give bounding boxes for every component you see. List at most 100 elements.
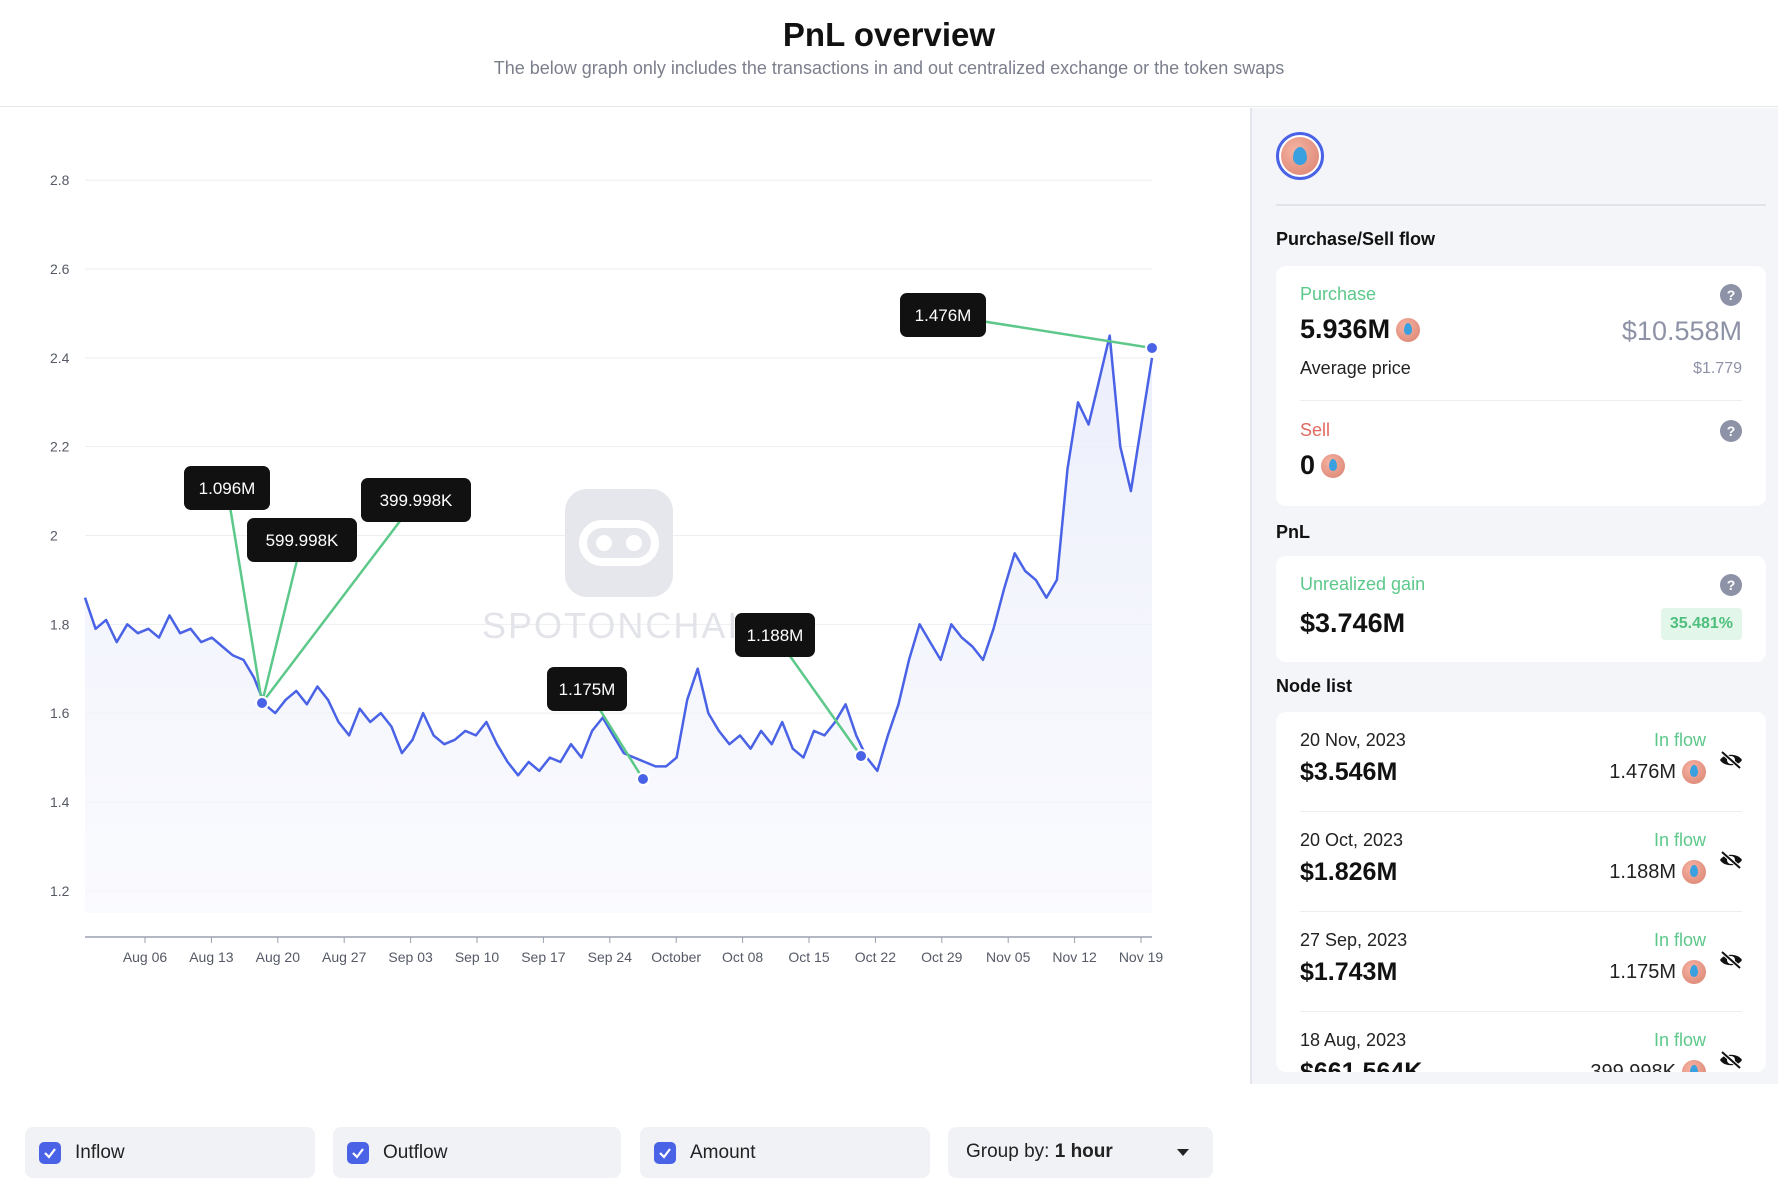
watermark-logo: SPOTONCHAIN: [482, 489, 765, 646]
x-tick-label: Aug 27: [322, 949, 367, 965]
pnl-card: Unrealized gain ? $3.746M 35.481%: [1276, 556, 1766, 662]
x-tick-label: Aug 13: [189, 949, 234, 965]
legend-inflow[interactable]: Inflow: [25, 1127, 315, 1178]
node-list-item[interactable]: 20 Oct, 2023 $1.826M In flow 1.188M: [1276, 812, 1766, 912]
legend-amount[interactable]: Amount: [640, 1127, 930, 1178]
annotation-connector: [225, 487, 264, 704]
eye-off-icon[interactable]: [1718, 1050, 1744, 1070]
help-icon[interactable]: ?: [1720, 420, 1742, 442]
inflow-checkbox[interactable]: [39, 1141, 61, 1164]
annotation-label: 1.188M: [747, 626, 804, 645]
annotation-tag[interactable]: 1.096M: [184, 466, 270, 510]
node-list[interactable]: 20 Nov, 2023 $3.546M In flow 1.476M 20 Oct, …: [1276, 712, 1766, 1072]
node-list-item[interactable]: 27 Sep, 2023 $1.743M In flow 1.175M: [1276, 912, 1766, 1012]
outflow-label: Outflow: [383, 1141, 448, 1163]
node-point[interactable]: [636, 772, 650, 786]
series-area: [85, 335, 1152, 914]
token-icon: [1321, 453, 1346, 478]
annotation-tag[interactable]: 1.476M: [900, 293, 986, 337]
y-tick-label: 2.2: [50, 439, 70, 455]
node-flow: In flow: [1653, 930, 1706, 950]
annotation-tag[interactable]: 1.175M: [547, 667, 627, 711]
inflow-label: Inflow: [75, 1141, 125, 1163]
eye-off-icon[interactable]: [1718, 850, 1744, 870]
purchase-label: Purchase: [1300, 284, 1377, 304]
node-date: 27 Sep, 2023: [1300, 930, 1408, 950]
node-point[interactable]: [1145, 341, 1159, 355]
x-tick-label: Oct 22: [855, 949, 896, 965]
help-icon[interactable]: ?: [1720, 574, 1742, 596]
node-date: 20 Nov, 2023: [1300, 730, 1406, 750]
y-tick-label: 1.4: [50, 794, 70, 810]
sell-amount: 0: [1300, 450, 1316, 480]
group-by-dropdown[interactable]: Group by: 1 hour: [948, 1127, 1213, 1178]
amount-label: Amount: [690, 1141, 756, 1163]
pnl-chart[interactable]: 1.2 1.4 1.6 1.8 2 2.2 2.4 2.6 2.8 SPOTONCHAIN Au…: [0, 108, 1249, 1008]
page-title: PnL overview: [782, 16, 996, 53]
help-icon[interactable]: ?: [1720, 284, 1742, 306]
annotation-label: 1.175M: [559, 680, 616, 699]
unrealized-gain-label: Unrealized gain: [1300, 574, 1426, 594]
y-tick-label: 2.8: [50, 172, 70, 188]
purchase-amount: 5.936M: [1300, 314, 1391, 344]
annotation-label: 399.998K: [380, 491, 453, 510]
average-price-value: $1.779: [1693, 360, 1742, 377]
annotation-tag[interactable]: 1.188M: [735, 613, 815, 657]
node-point[interactable]: [854, 749, 868, 763]
annotation-label: 1.096M: [199, 479, 256, 498]
node-amount: 1.175M: [1609, 960, 1676, 983]
token-icon: [1682, 760, 1706, 784]
x-tick-label: Sep 10: [455, 949, 500, 965]
outflow-checkbox[interactable]: [347, 1141, 369, 1164]
node-value: $1.826M: [1300, 858, 1398, 886]
node-value: $1.743M: [1300, 958, 1398, 986]
sidebar: Purchase/Sell flow Purchase ? 5.936M $10…: [1250, 108, 1778, 1084]
eye-off-icon[interactable]: [1718, 750, 1744, 770]
group-by-label: Group by:: [966, 1141, 1050, 1162]
x-tick-label: October: [651, 949, 701, 965]
node-flow: In flow: [1653, 730, 1706, 750]
token-icon: [1281, 137, 1319, 175]
node-amount: 1.188M: [1609, 860, 1676, 883]
node-list-title: Node list: [1276, 676, 1353, 696]
group-by-value: 1 hour: [1054, 1141, 1113, 1162]
chevron-down-icon: [1177, 1149, 1189, 1156]
page-header: PnL overview The below graph only includ…: [0, 0, 1778, 107]
node-date: 18 Aug, 2023: [1300, 1030, 1407, 1050]
x-tick-label: Aug 06: [123, 949, 168, 965]
node-list-item[interactable]: 18 Aug, 2023 $661.564K In flow 399.998K: [1276, 1012, 1766, 1072]
y-tick-label: 1.6: [50, 705, 70, 721]
x-tick-label: Sep 03: [388, 949, 433, 965]
token-icon: [1396, 317, 1421, 342]
annotation-label: 1.476M: [915, 306, 972, 325]
x-tick-label: Nov 12: [1052, 949, 1097, 965]
node-point[interactable]: [255, 696, 269, 710]
y-tick-label: 1.8: [50, 616, 70, 632]
node-flow: In flow: [1653, 830, 1706, 850]
amount-checkbox[interactable]: [654, 1141, 676, 1164]
annotation-tag[interactable]: 399.998K: [361, 478, 471, 522]
purchase-sell-card: Purchase ? 5.936M $10.558M Average price…: [1276, 266, 1766, 506]
annotation-tag[interactable]: 599.998K: [247, 518, 357, 562]
x-tick-label: Nov 05: [986, 949, 1031, 965]
token-icon: [1682, 860, 1706, 884]
token-logo[interactable]: [1276, 132, 1324, 180]
purchase-sell-title: Purchase/Sell flow: [1276, 229, 1436, 249]
node-value: $3.546M: [1300, 758, 1398, 786]
pnl-percent-badge: 35.481%: [1660, 608, 1742, 640]
annotation-label: 599.998K: [266, 531, 339, 550]
pnl-title: PnL: [1276, 522, 1310, 542]
legend-outflow[interactable]: Outflow: [333, 1127, 621, 1178]
y-tick-label: 1.2: [50, 883, 70, 899]
sell-label: Sell: [1300, 420, 1331, 440]
eye-off-icon[interactable]: [1718, 950, 1744, 970]
y-tick-label: 2.4: [50, 350, 70, 366]
annotation-connector: [260, 539, 304, 704]
token-icon: [1682, 960, 1706, 984]
y-tick-label: 2.6: [50, 261, 70, 277]
node-date: 20 Oct, 2023: [1300, 830, 1404, 850]
x-tick-label: Sep 24: [588, 949, 633, 965]
node-list-item[interactable]: 20 Nov, 2023 $3.546M In flow 1.476M: [1276, 712, 1766, 812]
token-icon: [1682, 1060, 1706, 1072]
page-subtitle: The below graph only includes the transa…: [493, 58, 1285, 78]
